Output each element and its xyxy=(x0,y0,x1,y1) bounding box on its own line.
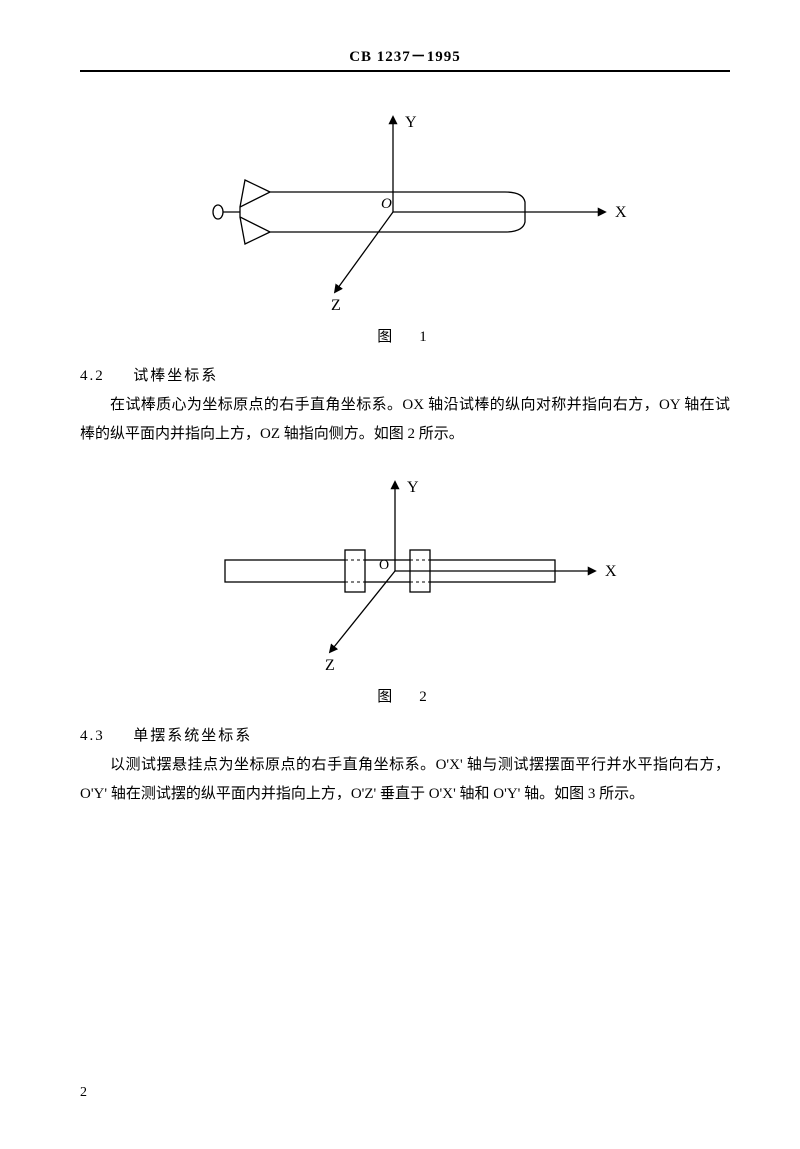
section-42-title: 试棒坐标系 xyxy=(133,368,218,384)
section-43-title: 单摆系统坐标系 xyxy=(133,728,252,744)
axis-x-label: X xyxy=(605,563,617,580)
section-43-body: 以测试摆悬挂点为坐标原点的右手直角坐标系。O'X' 轴与测试摆摆面平行并水平指向… xyxy=(80,751,730,808)
axis-z-label: Z xyxy=(325,657,335,674)
figure-1-diagram: Y X Z O xyxy=(165,102,645,317)
page-header: CB 1237－1995 xyxy=(80,45,730,72)
figure-1-caption: 图 1 xyxy=(80,325,730,346)
figure-2-caption: 图 2 xyxy=(80,685,730,706)
axis-z-label: Z xyxy=(331,297,341,314)
figure-1: Y X Z O 图 1 xyxy=(80,102,730,346)
axis-y-label: Y xyxy=(405,114,417,131)
axis-y-label: Y xyxy=(407,479,419,496)
axis-origin-label: O xyxy=(379,558,389,573)
axis-origin-label: O xyxy=(381,196,392,212)
figure-2: Y X Z O 图 2 xyxy=(80,462,730,706)
standard-number: CB 1237－1995 xyxy=(349,49,461,65)
section-42-number: 4.2 xyxy=(80,368,105,384)
section-43-number: 4.3 xyxy=(80,728,105,744)
page-number: 2 xyxy=(80,1085,87,1101)
section-42-body: 在试棒质心为坐标原点的右手直角坐标系。OX 轴沿试棒的纵向对称并指向右方，OY … xyxy=(80,391,730,448)
figure-2-diagram: Y X Z O xyxy=(175,462,635,677)
section-43-heading: 4.3 单摆系统坐标系 xyxy=(80,724,730,745)
section-42-heading: 4.2 试棒坐标系 xyxy=(80,364,730,385)
axis-x-label: X xyxy=(615,204,627,221)
